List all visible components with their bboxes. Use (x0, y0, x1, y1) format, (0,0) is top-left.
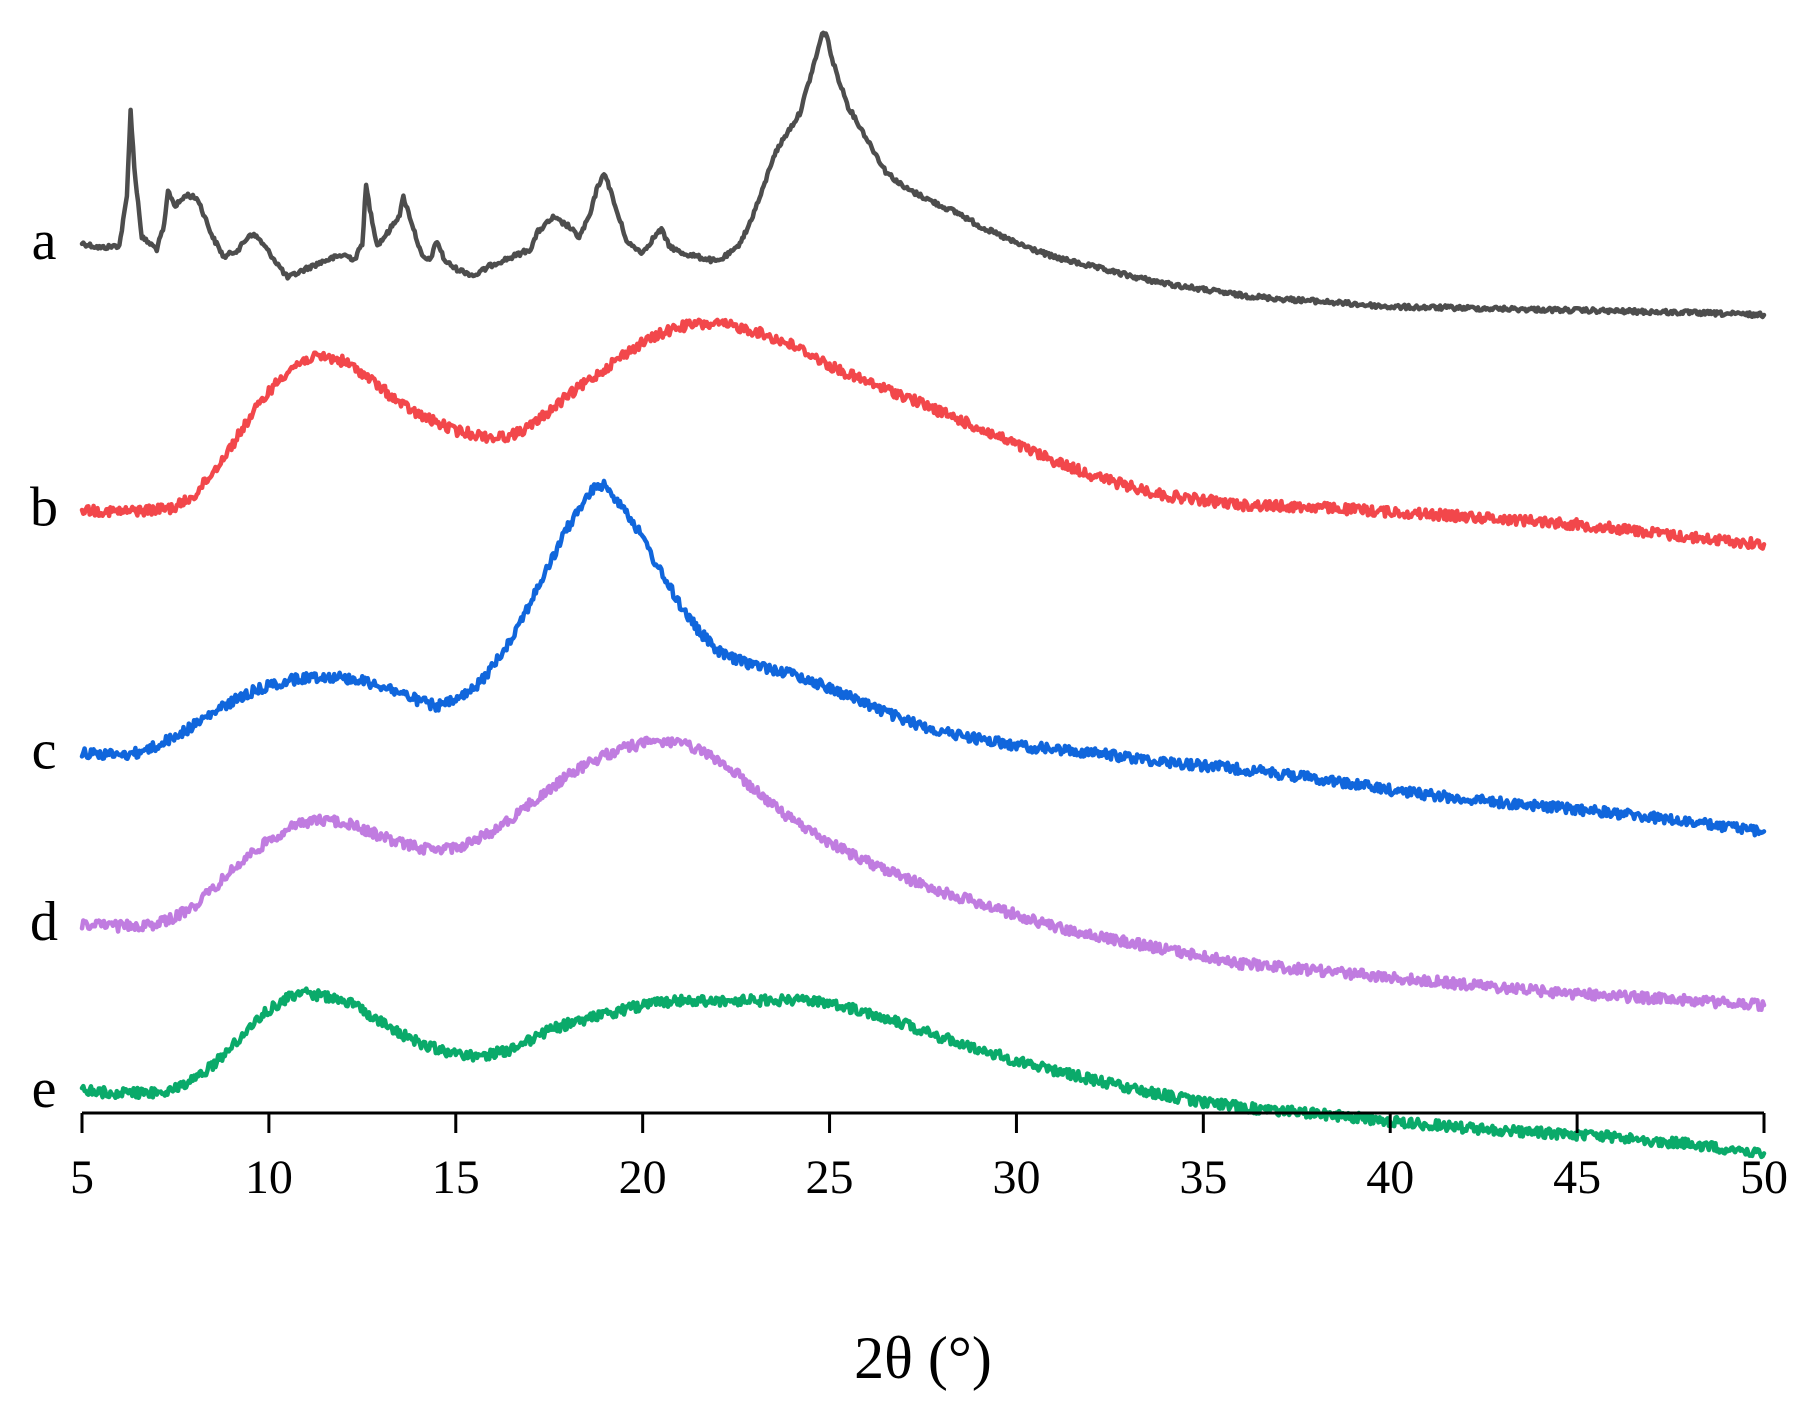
x-tick-label: 30 (992, 1151, 1040, 1204)
x-tick-label: 25 (806, 1151, 854, 1204)
series-line-a (79, 30, 1767, 320)
series-label-e: e (32, 1058, 57, 1120)
x-tick-label: 50 (1740, 1151, 1788, 1204)
chart-traces (79, 30, 1767, 1160)
x-ticks: 5 10 15 20 25 30 35 40 45 50 (70, 1113, 1788, 1204)
series-label-c: c (32, 720, 57, 782)
series-labels: a b c d e (30, 210, 58, 1120)
x-tick-label: 5 (70, 1151, 94, 1204)
series-line-c (79, 478, 1767, 838)
x-axis: 5 10 15 20 25 30 35 40 45 50 (70, 1111, 1788, 1204)
x-axis-title: 2θ (°) (854, 1325, 992, 1391)
x-tick-label: 45 (1553, 1151, 1601, 1204)
series-line-b (79, 317, 1767, 551)
series-label-a: a (32, 210, 57, 272)
x-tick-label: 35 (1179, 1151, 1227, 1204)
series-line-d (79, 735, 1767, 1013)
series-line-e (79, 986, 1767, 1160)
x-tick-label: 20 (619, 1151, 667, 1204)
x-tick-label: 10 (245, 1151, 293, 1204)
series-label-d: d (30, 891, 58, 953)
x-tick-label: 15 (432, 1151, 480, 1204)
series-label-b: b (30, 477, 58, 539)
x-tick-label: 40 (1366, 1151, 1414, 1204)
